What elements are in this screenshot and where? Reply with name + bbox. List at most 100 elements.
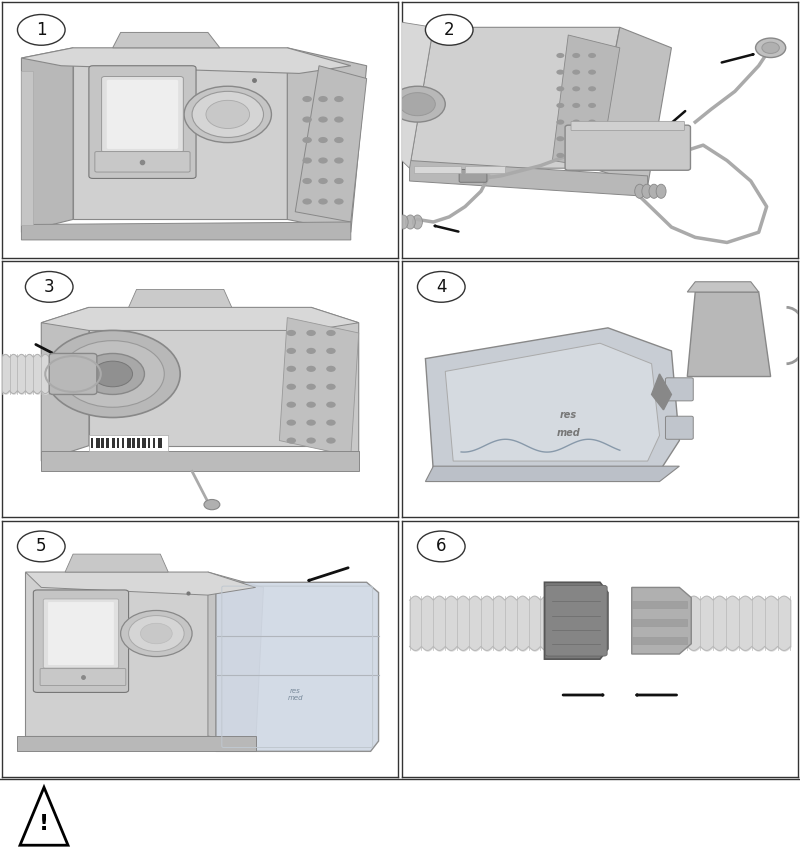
Circle shape [572, 53, 580, 58]
Circle shape [588, 119, 596, 124]
Bar [127, 438, 131, 448]
Bar [96, 438, 100, 448]
Circle shape [334, 117, 344, 123]
Circle shape [318, 96, 328, 102]
Polygon shape [65, 554, 168, 572]
Polygon shape [410, 27, 620, 168]
Bar [142, 438, 146, 448]
Bar [632, 620, 687, 625]
Polygon shape [216, 582, 378, 751]
Text: 2: 2 [444, 21, 454, 39]
Bar [138, 438, 140, 448]
Circle shape [334, 178, 344, 184]
FancyBboxPatch shape [95, 151, 190, 172]
Text: 1: 1 [36, 21, 46, 39]
Circle shape [121, 610, 192, 657]
Circle shape [556, 86, 564, 91]
Bar [91, 438, 94, 448]
Ellipse shape [391, 215, 401, 229]
Polygon shape [26, 572, 255, 595]
Circle shape [556, 70, 564, 75]
Text: med: med [556, 428, 580, 438]
Polygon shape [22, 48, 73, 232]
Circle shape [286, 437, 296, 443]
Circle shape [302, 117, 312, 123]
Circle shape [306, 366, 316, 372]
Polygon shape [311, 307, 358, 461]
Circle shape [588, 53, 596, 58]
Circle shape [318, 117, 328, 123]
Circle shape [588, 86, 596, 91]
FancyBboxPatch shape [571, 122, 685, 130]
FancyBboxPatch shape [546, 585, 607, 656]
Ellipse shape [642, 184, 652, 198]
Bar [632, 602, 687, 608]
Circle shape [326, 437, 336, 443]
FancyBboxPatch shape [34, 590, 129, 693]
Polygon shape [410, 161, 648, 197]
FancyBboxPatch shape [565, 125, 690, 170]
Bar [414, 166, 461, 174]
Polygon shape [279, 317, 358, 456]
Circle shape [286, 348, 296, 354]
Polygon shape [402, 22, 434, 168]
FancyBboxPatch shape [102, 77, 183, 152]
Circle shape [206, 100, 250, 129]
Circle shape [302, 198, 312, 204]
Bar [158, 438, 162, 448]
Circle shape [306, 384, 316, 390]
Circle shape [81, 353, 145, 395]
Circle shape [302, 96, 312, 102]
Circle shape [556, 136, 564, 141]
FancyBboxPatch shape [50, 353, 97, 395]
Text: 5: 5 [36, 538, 46, 556]
FancyBboxPatch shape [666, 378, 694, 401]
Circle shape [26, 271, 73, 302]
Circle shape [318, 137, 328, 143]
Circle shape [755, 38, 786, 58]
Polygon shape [89, 307, 311, 446]
Circle shape [61, 340, 164, 408]
Bar [111, 438, 115, 448]
Polygon shape [651, 374, 671, 410]
Circle shape [418, 531, 465, 562]
Bar [89, 436, 168, 451]
Ellipse shape [656, 184, 666, 198]
Circle shape [306, 402, 316, 408]
Circle shape [93, 361, 133, 386]
Bar [148, 438, 150, 448]
Polygon shape [426, 328, 679, 471]
Circle shape [588, 70, 596, 75]
FancyBboxPatch shape [89, 66, 196, 179]
Bar [132, 438, 134, 448]
Circle shape [572, 103, 580, 108]
Polygon shape [552, 35, 620, 168]
Polygon shape [446, 343, 659, 461]
Circle shape [326, 330, 336, 336]
Ellipse shape [406, 215, 415, 229]
Circle shape [286, 330, 296, 336]
Circle shape [306, 420, 316, 426]
Circle shape [390, 86, 446, 122]
Bar [465, 166, 505, 174]
Circle shape [302, 178, 312, 184]
Circle shape [306, 330, 316, 336]
Bar [122, 438, 124, 448]
Circle shape [572, 86, 580, 91]
Circle shape [334, 157, 344, 163]
Polygon shape [20, 787, 68, 845]
Circle shape [418, 271, 465, 302]
Circle shape [318, 157, 328, 163]
Ellipse shape [204, 500, 220, 510]
Circle shape [326, 366, 336, 372]
FancyBboxPatch shape [43, 599, 118, 668]
Polygon shape [42, 307, 358, 330]
Bar [632, 637, 687, 643]
Polygon shape [426, 466, 679, 482]
Polygon shape [287, 48, 366, 232]
Polygon shape [295, 66, 366, 222]
Polygon shape [545, 582, 608, 660]
Circle shape [318, 178, 328, 184]
Ellipse shape [398, 215, 408, 229]
Circle shape [572, 153, 580, 158]
